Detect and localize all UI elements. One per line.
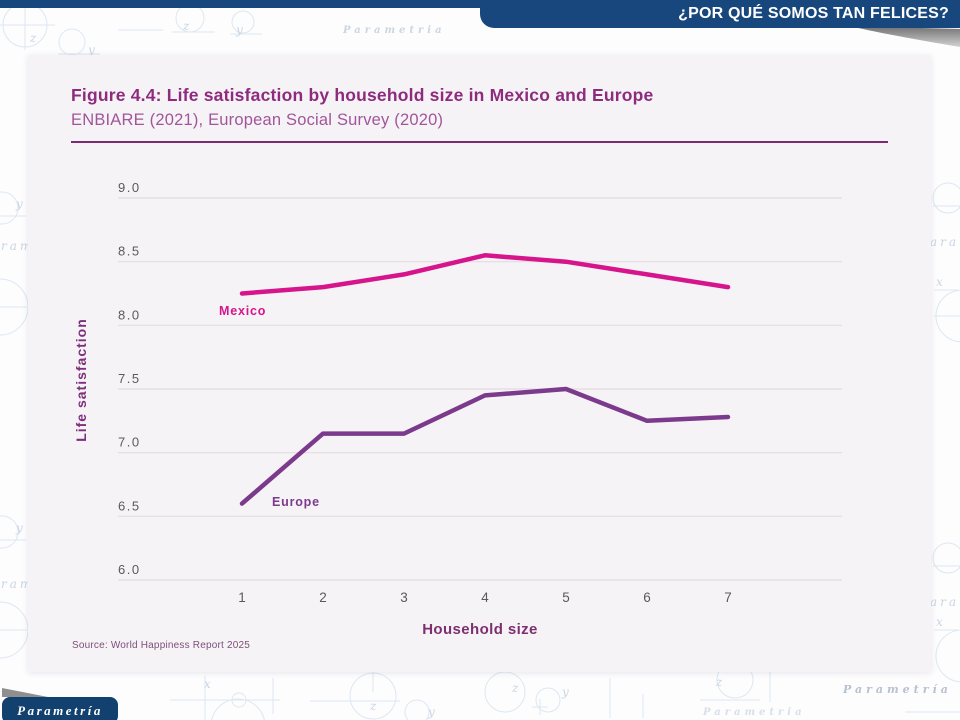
- x-tick-label: 1: [238, 590, 246, 605]
- background-letter: x: [204, 677, 214, 691]
- x-tick-label: 3: [400, 590, 408, 605]
- title-rule: [71, 141, 888, 143]
- y-tick-label: 6.5: [118, 498, 141, 513]
- background-letter: y: [88, 43, 98, 57]
- background-letter: x: [936, 615, 946, 629]
- background-letter: z: [716, 675, 726, 689]
- background-watermark: Parametría: [843, 683, 952, 696]
- background-letter: x: [936, 275, 946, 289]
- x-tick-label: 5: [562, 590, 570, 605]
- x-tick-label: 4: [481, 590, 489, 605]
- source-note: Source: World Happiness Report 2025: [72, 640, 251, 651]
- background-watermark: Parametria: [343, 25, 446, 36]
- background-watermark: Parametria: [703, 707, 806, 718]
- figure-subtitle: ENBIARE (2021), European Social Survey (…: [71, 111, 444, 129]
- x-tick-label: 6: [643, 590, 651, 605]
- background-letter: ara: [930, 235, 960, 249]
- y-tick-label: 9.0: [118, 180, 141, 195]
- y-tick-label: 8.5: [118, 244, 141, 259]
- series-line-mexico: [239, 253, 731, 296]
- background-letter: z: [512, 681, 522, 695]
- y-tick-label: 7.5: [118, 371, 141, 386]
- background-letter: y: [562, 685, 572, 699]
- slide-title-banner: ¿POR QUÉ SOMOS TAN FELICES?: [480, 0, 960, 28]
- series-label-europe: Europe: [272, 495, 320, 509]
- y-tick-label: 8.0: [118, 307, 141, 322]
- figure-card: Figure 4.4: Life satisfaction by househo…: [28, 55, 931, 672]
- series-label-mexico: Mexico: [219, 304, 267, 318]
- background-letter: y: [16, 521, 26, 535]
- background-letter: z: [183, 19, 193, 33]
- series-line-europe: [239, 386, 731, 506]
- x-axis-title: Household size: [422, 621, 538, 638]
- background-letter: y: [428, 705, 438, 719]
- line-chart: 9.0 8.5 8.0 7.5 7.0 6.5 6.0 1 2 3 4 5 6 7: [118, 180, 842, 605]
- slide-title: ¿POR QUÉ SOMOS TAN FELICES?: [678, 5, 949, 22]
- background-letter: y: [16, 197, 26, 211]
- logo-text: Parametría: [17, 702, 103, 718]
- y-axis-title: Life satisfaction: [73, 318, 89, 442]
- background-letter: ara: [930, 595, 960, 609]
- background-letter: z: [30, 31, 40, 45]
- parametria-logo: Parametría: [2, 697, 118, 720]
- figure-title: Figure 4.4: Life satisfaction by househo…: [71, 85, 654, 105]
- background-letter: z: [370, 699, 380, 713]
- x-tick-label: 2: [319, 590, 327, 605]
- y-tick-label: 7.0: [118, 435, 141, 450]
- background-letter: ram: [1, 577, 35, 591]
- x-tick-label: 7: [724, 590, 732, 605]
- y-tick-label: 6.0: [118, 562, 141, 577]
- background-letter: ram: [1, 239, 35, 253]
- background-letter: y: [236, 23, 246, 37]
